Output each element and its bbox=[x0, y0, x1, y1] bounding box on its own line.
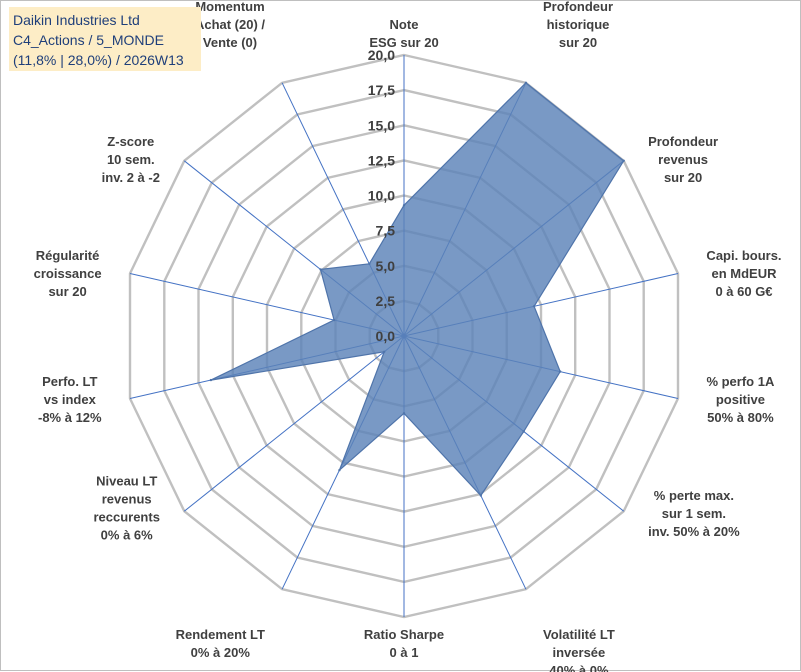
axis-label-13: Momentum Achat (20) / Vente (0) bbox=[195, 1, 265, 50]
axis-label-line: 0% à 6% bbox=[101, 528, 153, 543]
axis-label-line: sur 1 sem. bbox=[662, 506, 726, 521]
axis-label-line: vs index bbox=[44, 392, 97, 407]
axis-label-0: Note ESG sur 20 bbox=[369, 17, 438, 50]
chart-title-box: Daikin Industries Ltd C4_Actions / 5_MON… bbox=[9, 7, 201, 71]
axis-label-line: 40% à 0% bbox=[549, 663, 609, 672]
axis-label-line: inversée bbox=[553, 645, 606, 660]
radial-tick-label: 7,5 bbox=[376, 223, 396, 239]
axis-label-line: Volatilité LT bbox=[543, 627, 615, 642]
axis-label-line: Niveau LT bbox=[96, 474, 157, 489]
axis-label-7: Ratio Sharpe 0 à 1 bbox=[364, 627, 444, 660]
axis-label-8: Rendement LT 0% à 20% bbox=[176, 627, 265, 660]
radar-point bbox=[532, 305, 536, 308]
axis-label-line: Z-score bbox=[107, 134, 154, 149]
axis-label-line: 0 à 1 bbox=[390, 645, 419, 660]
axis-label-line: 10 sem. bbox=[107, 152, 155, 167]
radar-point bbox=[338, 469, 341, 472]
axis-label-line: % perte max. bbox=[654, 488, 734, 503]
radar-spoke bbox=[183, 335, 405, 512]
axis-label-line: croissance bbox=[34, 266, 102, 281]
title-line-stats: (11,8% | 28,0%) / 2026W13 bbox=[13, 52, 184, 68]
radar-point bbox=[402, 412, 406, 415]
radar-point bbox=[559, 370, 562, 373]
axis-label-2: Profondeur revenus sur 20 bbox=[648, 134, 718, 185]
axis-label-line: Note bbox=[390, 17, 419, 32]
axis-label-line: Capi. bours. bbox=[706, 248, 781, 263]
axis-label-line: sur 20 bbox=[664, 170, 702, 185]
radar-point bbox=[524, 81, 528, 85]
axis-label-line: revenus bbox=[658, 152, 708, 167]
axis-label-line: 50% à 80% bbox=[707, 410, 774, 425]
axis-label-12: Z-score 10 sem. inv. 2 à -2 bbox=[102, 134, 160, 185]
axis-label-line: Perfo. LT bbox=[42, 374, 97, 389]
axis-label-line: Vente (0) bbox=[203, 35, 257, 50]
axis-label-line: Ratio Sharpe bbox=[364, 627, 444, 642]
axis-label-line: Rendement LT bbox=[176, 627, 265, 642]
radar-point bbox=[383, 350, 386, 353]
radar-point bbox=[622, 159, 625, 162]
radial-tick-label: 17,5 bbox=[368, 82, 395, 98]
radial-tick-label: 10,0 bbox=[368, 188, 395, 204]
radial-tick-label: 20,0 bbox=[368, 47, 395, 63]
radial-tick-label: 2,5 bbox=[376, 293, 396, 309]
axis-label-line: -8% à 12% bbox=[38, 410, 102, 425]
axis-label-3: Capi. bours. en MdEUR 0 à 60 G€ bbox=[706, 248, 781, 299]
axis-label-5: % perte max. sur 1 sem. inv. 50% à 20% bbox=[648, 488, 740, 539]
radial-tick-label: 5,0 bbox=[376, 258, 396, 274]
radar-point bbox=[209, 378, 213, 382]
axis-label-line: Régularité bbox=[36, 248, 100, 263]
axis-label-line: en MdEUR bbox=[712, 266, 778, 281]
axis-label-10: Perfo. LT vs index -8% à 12% bbox=[38, 374, 102, 425]
title-line-company: Daikin Industries Ltd bbox=[13, 12, 140, 28]
radar-point bbox=[319, 268, 322, 271]
radial-tick-label: 12,5 bbox=[368, 152, 395, 168]
axis-label-1: Profondeur historique sur 20 bbox=[543, 1, 613, 50]
radar-point bbox=[368, 262, 371, 265]
radial-tick-label: 0,0 bbox=[376, 328, 396, 344]
axis-label-11: Régularité croissance sur 20 bbox=[34, 248, 102, 299]
axis-label-line: historique bbox=[547, 17, 610, 32]
radial-tick-labels: 0,0 2,5 5,0 7,5 10,0 12,5 15,0 17,5 20,0 bbox=[368, 47, 395, 344]
radar-point bbox=[332, 318, 336, 322]
axis-label-6: Volatilité LT inversée 40% à 0% bbox=[543, 627, 615, 672]
axis-label-line: ESG sur 20 bbox=[369, 35, 438, 50]
axis-label-line: Achat (20) / bbox=[195, 17, 265, 32]
axis-label-line: positive bbox=[716, 392, 765, 407]
axis-label-line: Momentum bbox=[195, 1, 264, 14]
axis-label-line: % perfo 1A bbox=[706, 374, 775, 389]
axis-label-4: % perfo 1A positive 50% à 80% bbox=[706, 374, 775, 425]
axis-label-line: Profondeur bbox=[543, 1, 613, 14]
radar-point bbox=[522, 430, 525, 433]
title-line-category: C4_Actions / 5_MONDE bbox=[13, 32, 164, 48]
radar-series-area bbox=[210, 81, 625, 497]
axis-label-line: Profondeur bbox=[648, 134, 718, 149]
radial-tick-label: 15,0 bbox=[368, 117, 395, 133]
axis-label-line: inv. 2 à -2 bbox=[102, 170, 160, 185]
radar-point bbox=[402, 204, 406, 207]
axis-label-line: revenus bbox=[102, 492, 152, 507]
axis-label-line: sur 20 bbox=[559, 35, 597, 50]
axis-labels: Note ESG sur 20 Profondeur historique sur 20… bbox=[34, 1, 782, 672]
axis-label-line: 0 à 60 G€ bbox=[715, 284, 772, 299]
radar-series bbox=[209, 81, 625, 497]
axis-label-line: reccurents bbox=[93, 510, 159, 525]
axis-label-9: Niveau LT revenus reccurents 0% à 6% bbox=[93, 474, 159, 543]
axis-label-line: sur 20 bbox=[48, 284, 86, 299]
radar-point bbox=[479, 494, 482, 497]
axis-label-line: inv. 50% à 20% bbox=[648, 524, 740, 539]
axis-label-line: 0% à 20% bbox=[191, 645, 251, 660]
